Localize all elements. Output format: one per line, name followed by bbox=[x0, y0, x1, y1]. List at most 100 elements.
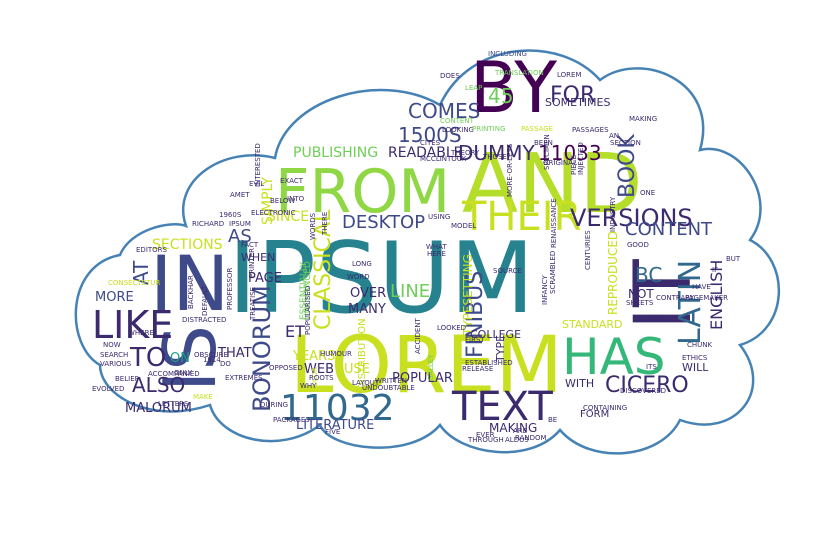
word-since: SINCE bbox=[267, 209, 309, 225]
word-containing: CONTAINING bbox=[583, 404, 627, 412]
word-aldus: ALDUS bbox=[505, 436, 529, 444]
word-been: BEEN bbox=[534, 139, 553, 147]
word-popular: POPULAR bbox=[392, 371, 453, 386]
word-looked: LOOKED bbox=[437, 324, 466, 332]
word-book: BOOK bbox=[615, 134, 640, 198]
word-bonorum: BONORUM bbox=[248, 285, 276, 412]
word-passages: PASSAGES bbox=[572, 126, 609, 134]
word-default: DEFAULT bbox=[201, 285, 209, 316]
word-packages: PACKAGES bbox=[273, 416, 310, 424]
word-evil: EVIL bbox=[249, 180, 264, 188]
word-sheets: SHEETS bbox=[626, 299, 654, 307]
word-words: WORDS bbox=[309, 212, 317, 240]
word-not: NOT bbox=[628, 287, 654, 301]
word-11032: 11032 bbox=[280, 388, 395, 429]
word-years: YEARS bbox=[292, 349, 335, 364]
word-do: DO bbox=[220, 360, 231, 368]
word-piece: PIECE bbox=[570, 155, 578, 175]
word-established: ESTABLISHED bbox=[465, 359, 513, 367]
word-if: IF bbox=[712, 266, 718, 274]
word-use: USE bbox=[344, 362, 370, 377]
word-written: WRITTEN bbox=[375, 377, 407, 385]
word-looking: LOOKING bbox=[442, 126, 474, 134]
word-many: MANY bbox=[348, 302, 386, 317]
word-dummy: DUMMY bbox=[458, 141, 536, 165]
word-original: ORIGINAL bbox=[543, 159, 577, 167]
word-humour: HUMOUR bbox=[320, 350, 352, 358]
word-lorem: LOREM bbox=[557, 71, 582, 79]
word-amet: AMET bbox=[230, 191, 250, 199]
word-leap: LEAP bbox=[465, 84, 482, 92]
word-only: ONLY bbox=[174, 369, 193, 377]
word-by: BY bbox=[470, 47, 557, 129]
word-at: AT bbox=[129, 260, 153, 285]
word-editors: EDITORS bbox=[136, 246, 168, 254]
word-making: MAKING bbox=[629, 115, 657, 123]
word-publishing: PUBLISHING bbox=[293, 145, 378, 161]
word-type: TYPE bbox=[494, 335, 507, 363]
word-through: THROUGH bbox=[467, 436, 504, 444]
word-infancy: INFANCY bbox=[541, 275, 549, 305]
word-now: NOW bbox=[103, 341, 121, 349]
word-extremes: EXTREMES bbox=[225, 374, 263, 382]
word-chunk: CHUNK bbox=[687, 341, 713, 349]
word-why: WHY bbox=[300, 382, 317, 390]
word-electronic: ELECTRONIC bbox=[251, 209, 296, 217]
word-to: TO bbox=[129, 343, 166, 373]
word-distracted: DISTRACTED bbox=[182, 316, 226, 324]
word-and: AND bbox=[462, 137, 643, 232]
word-1914: 1914 bbox=[203, 356, 221, 364]
word-english: ENGLISH bbox=[707, 260, 726, 330]
word-galley: GALLEY bbox=[427, 354, 435, 381]
word-source: SOURCE bbox=[493, 267, 522, 275]
word-readable: READABLE bbox=[388, 145, 463, 161]
word-including: INCLUDING bbox=[488, 50, 527, 58]
word-from: FROM bbox=[275, 157, 450, 227]
word-cites: CITES bbox=[420, 139, 441, 147]
word-richard: RICHARD bbox=[192, 220, 224, 228]
word-ethics: ETHICS bbox=[682, 354, 708, 362]
word-scrambled: SCRAMBLED bbox=[549, 251, 557, 294]
word-making: MAKING bbox=[489, 421, 537, 435]
word-discovered: DISCOVERED bbox=[620, 387, 666, 395]
word-accident: ACCIDENT bbox=[414, 317, 422, 354]
word-during: DURING bbox=[260, 401, 288, 409]
word-backhar: BACKHAR bbox=[187, 275, 195, 309]
word-random: RANDOM bbox=[515, 434, 547, 442]
word-going: GOING bbox=[663, 279, 687, 287]
word-industry: INDUSTRY bbox=[609, 196, 617, 232]
word-malorum: MALORUM bbox=[125, 401, 192, 416]
word-on: ON bbox=[170, 351, 190, 366]
word-reproduced: REPRODUCED bbox=[606, 231, 620, 315]
word-what: WHAT bbox=[426, 243, 447, 251]
word-like: LIKE bbox=[92, 303, 173, 347]
word-cicero: CICERO bbox=[605, 373, 689, 398]
word-college: COLLEGE bbox=[470, 328, 521, 341]
word-letters: LETTERS bbox=[158, 400, 189, 408]
word-finibus: FINIBUS bbox=[463, 271, 488, 358]
word-make: MAKE bbox=[193, 393, 213, 401]
word-there: THERE bbox=[321, 212, 329, 236]
word-unchanged: UNCHANGED bbox=[303, 261, 313, 320]
word-will: WILL bbox=[682, 361, 709, 374]
word-have: HAVE bbox=[692, 283, 711, 291]
word-centuries: CENTURIES bbox=[584, 230, 592, 270]
word-model: MODEL bbox=[451, 222, 476, 230]
word-accompanied: ACCOMPANIED bbox=[148, 370, 200, 378]
word-consectetur: CONSECTETUR bbox=[108, 279, 160, 287]
word-good: GOOD bbox=[627, 241, 649, 249]
word-has: HAS bbox=[562, 328, 666, 386]
word-release: RELEASE bbox=[462, 365, 493, 373]
word-over: OVER bbox=[350, 286, 386, 301]
word-does: DOES bbox=[440, 72, 460, 80]
word-ipsum: IPSUM bbox=[228, 222, 535, 336]
word-line: LINE bbox=[390, 281, 430, 302]
word-into: INTO bbox=[287, 195, 305, 203]
word-roots: ROOTS bbox=[309, 374, 334, 382]
word-pagemaker: PAGEMAKER bbox=[685, 294, 728, 302]
word-mcclintock: MCCLINTOCK bbox=[420, 155, 467, 163]
word-interested: INTERESTED bbox=[254, 143, 262, 187]
word-opposed: OPPOSED bbox=[269, 364, 303, 372]
word-contrary: CONTRARY bbox=[656, 294, 695, 302]
word-essentially: ESSENTIALLY bbox=[299, 261, 309, 320]
